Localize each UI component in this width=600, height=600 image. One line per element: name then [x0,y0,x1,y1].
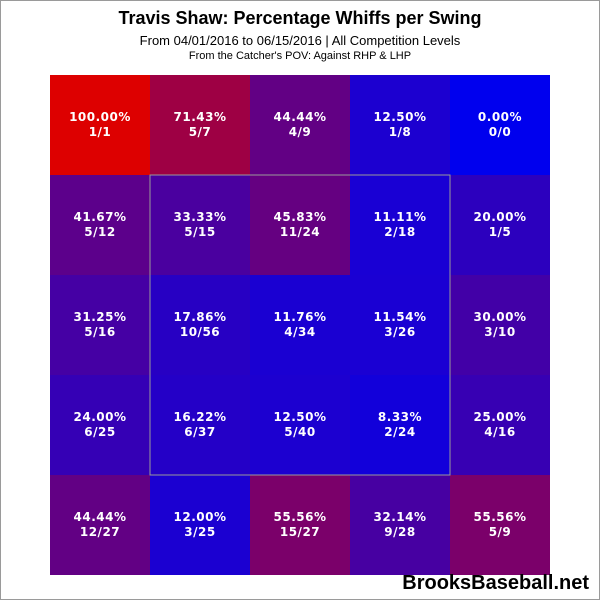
cell-percent-r3-c1: 16.22% [174,410,227,424]
chart-title: Travis Shaw: Percentage Whiffs per Swing [118,8,482,28]
cell-percent-r3-c0: 24.00% [74,410,127,424]
cell-percent-r2-c4: 30.00% [474,310,527,324]
heatmap-cell-r4-c1 [150,475,250,575]
strike-zone-outline [149,174,451,476]
heatmap-cell-r4-c3 [350,475,450,575]
cell-percent-r1-c0: 41.67% [74,210,127,224]
heatmap-cell-r3-c3 [350,375,450,475]
cell-count-r1-c4: 1/5 [489,225,512,239]
cell-percent-r3-c4: 25.00% [474,410,527,424]
cell-count-r3-c2: 5/40 [284,425,315,439]
cell-percent-r1-c3: 11.11% [374,210,427,224]
cell-count-r0-c0: 1/1 [89,125,112,139]
cell-count-r2-c3: 3/26 [384,325,415,339]
cell-percent-r2-c2: 11.76% [274,310,327,324]
cell-percent-r2-c0: 31.25% [74,310,127,324]
cell-count-r3-c3: 2/24 [384,425,415,439]
watermark: BrooksBaseball.net [402,572,589,594]
cell-percent-r4-c1: 12.00% [174,510,227,524]
cell-count-r2-c2: 4/34 [284,325,315,339]
heatmap-cell-r0-c0 [50,75,150,175]
heatmap-cell-r0-c2 [250,75,350,175]
cell-percent-r4-c4: 55.56% [474,510,527,524]
heatmap-cell-r4-c2 [250,475,350,575]
cell-count-r2-c1: 10/56 [180,325,220,339]
heatmap-cell-r1-c0 [50,175,150,275]
cell-count-r4-c2: 15/27 [280,525,320,539]
heatmap-cell-r3-c1 [150,375,250,475]
cell-percent-r1-c1: 33.33% [174,210,227,224]
heatmap-cell-r1-c2 [250,175,350,275]
cell-percent-r0-c4: 0.00% [478,110,522,124]
cell-count-r0-c4: 0/0 [489,125,512,139]
chart-subtitle: From 04/01/2016 to 06/15/2016 | All Comp… [139,33,461,48]
cell-count-r2-c0: 5/16 [84,325,115,339]
cell-count-r0-c1: 5/7 [189,125,212,139]
cell-count-r4-c4: 5/9 [489,525,512,539]
heatmap-cell-r3-c4 [450,375,550,475]
heatmap-cell-r3-c2 [250,375,350,475]
heatmap-cell-r1-c4 [450,175,550,275]
cell-count-r3-c0: 6/25 [84,425,115,439]
cell-count-r4-c1: 3/25 [184,525,215,539]
cell-count-r2-c4: 3/10 [484,325,515,339]
cell-percent-r4-c3: 32.14% [374,510,427,524]
cell-percent-r2-c3: 11.54% [374,310,427,324]
cell-percent-r0-c2: 44.44% [274,110,327,124]
heatmap-cell-r2-c2 [250,275,350,375]
cell-percent-r1-c2: 45.83% [274,210,327,224]
cell-count-r1-c3: 2/18 [384,225,415,239]
cell-percent-r2-c1: 17.86% [174,310,227,324]
cell-percent-r4-c0: 44.44% [74,510,127,524]
cell-percent-r4-c2: 55.56% [274,510,327,524]
cell-percent-r1-c4: 20.00% [474,210,527,224]
cell-count-r1-c0: 5/12 [84,225,115,239]
heatmap-cell-r0-c3 [350,75,450,175]
cell-percent-r0-c1: 71.43% [174,110,227,124]
cell-percent-r3-c2: 12.50% [274,410,327,424]
cell-count-r1-c1: 5/15 [184,225,215,239]
heatmap-cell-r4-c4 [450,475,550,575]
heatmap-cell-r4-c0 [50,475,150,575]
cell-percent-r0-c3: 12.50% [374,110,427,124]
heatmap-cell-r0-c1 [150,75,250,175]
cell-count-r1-c2: 11/24 [280,225,320,239]
heatmap-cell-r2-c1 [150,275,250,375]
heatmap-cell-r2-c0 [50,275,150,375]
chart-pov-note: From the Catcher's POV: Against RHP & LH… [188,50,412,62]
heatmap-cell-r2-c4 [450,275,550,375]
heatmap-cell-r3-c0 [50,375,150,475]
heatmap-cell-r1-c3 [350,175,450,275]
cell-count-r4-c0: 12/27 [80,525,120,539]
cell-count-r4-c3: 9/28 [384,525,415,539]
heatmap-cell-r0-c4 [450,75,550,175]
heatmap-cell-r2-c3 [350,275,450,375]
cell-percent-r3-c3: 8.33% [378,410,422,424]
heatmap-cell-r1-c1 [150,175,250,275]
cell-count-r0-c3: 1/8 [389,125,412,139]
cell-percent-r0-c0: 100.00% [69,110,131,124]
cell-count-r0-c2: 4/9 [289,125,312,139]
cell-count-r3-c4: 4/16 [484,425,515,439]
cell-count-r3-c1: 6/37 [184,425,215,439]
